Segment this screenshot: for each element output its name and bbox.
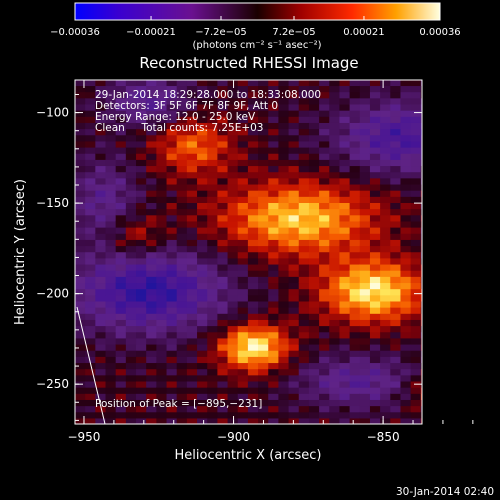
- colorbar-unit-label: (photons cm⁻² s⁻¹ asec⁻²): [192, 40, 321, 51]
- y-axis-label: Heliocentric Y (arcsec): [13, 179, 28, 325]
- y-tick-label: −200: [36, 287, 69, 301]
- info-line-counts: Clean Total counts: 7.25E+03: [95, 122, 264, 134]
- axis-ticks: −950−900−850−800−250−200−150−100: [36, 80, 474, 444]
- colorbar-tick-label: −7.2e−05: [195, 27, 247, 38]
- x-tick-label: −900: [217, 430, 250, 444]
- colorbar-tick-label: −0.00021: [126, 27, 176, 38]
- info-line-time: 29-Jan-2014 18:29:28.000 to 18:33:08.000: [95, 89, 321, 101]
- peak-position-label: Position of Peak = [−895,−231]: [95, 398, 262, 410]
- colorbar: [75, 3, 440, 20]
- footer-timestamp: 30-Jan-2014 02:40: [396, 486, 494, 498]
- info-line-detectors: Detectors: 3F 5F 6F 7F 8F 9F, Att 0: [95, 100, 278, 112]
- x-tick-label: −850: [367, 430, 400, 444]
- info-line-energy: Energy Range: 12.0 - 25.0 keV: [95, 111, 256, 123]
- y-tick-label: −100: [36, 106, 69, 120]
- peak-pointer-line: [76, 306, 106, 424]
- heatmap-image: [75, 80, 422, 424]
- colorbar-tick-label: 0.00021: [343, 27, 384, 38]
- colorbar-tick-label: 0.00036: [419, 27, 460, 38]
- colorbar-ticks: −0.00036 −0.00021 −7.2e−05 7.2e−05 0.00021 0.…: [50, 16, 461, 38]
- colorbar-frame: [74, 2, 441, 21]
- colorbar-tick-label: −0.00036: [50, 27, 100, 38]
- x-tick-label: −950: [67, 430, 100, 444]
- info-block: 29-Jan-2014 18:29:28.000 to 18:33:08.000…: [95, 89, 321, 134]
- y-tick-label: −250: [36, 377, 69, 391]
- y-tick-label: −150: [36, 196, 69, 210]
- colorbar-tick-label: 7.2e−05: [272, 27, 315, 38]
- x-axis-label: Heliocentric X (arcsec): [175, 448, 322, 463]
- chart-title: Reconstructed RHESSI Image: [139, 54, 358, 72]
- plot-frame: [74, 79, 423, 425]
